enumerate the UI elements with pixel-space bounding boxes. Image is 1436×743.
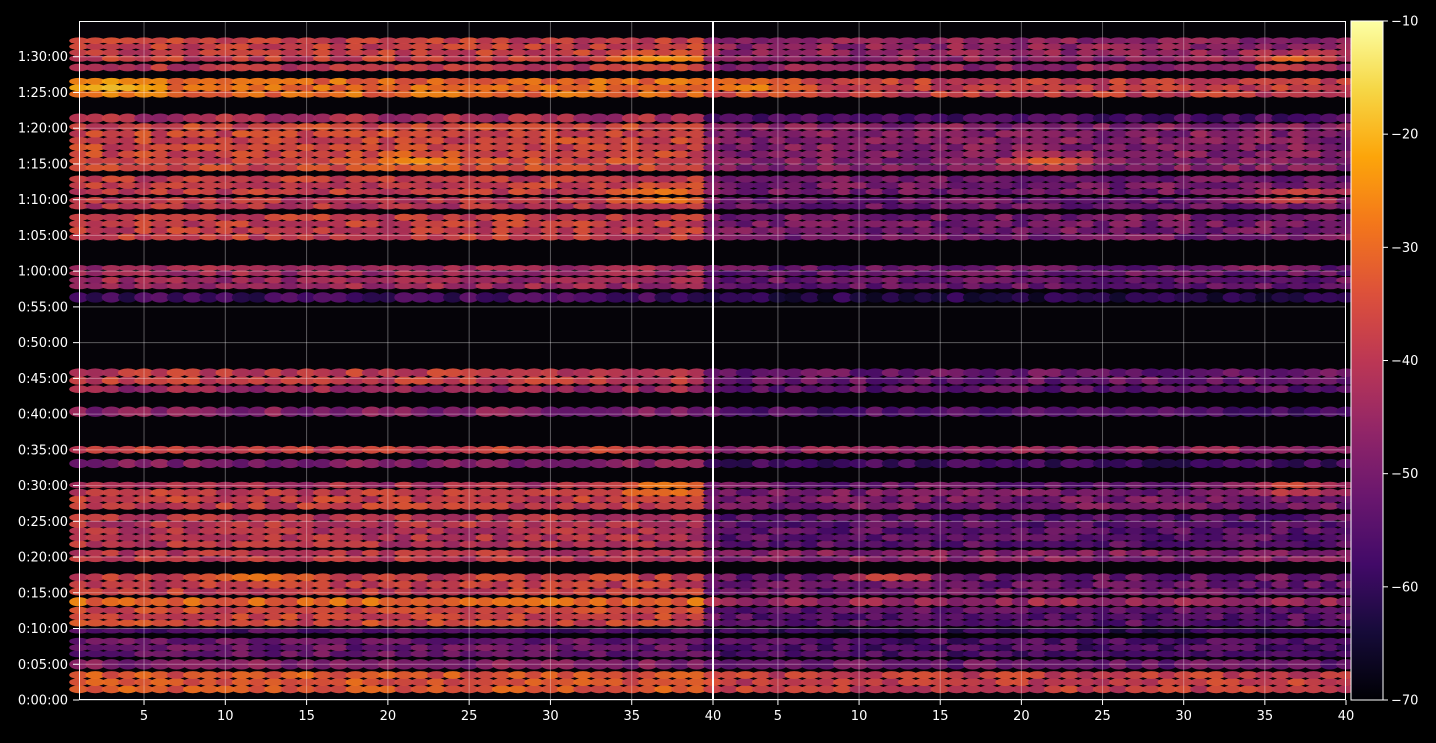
chart-canvas: 0:00:000:05:000:10:000:15:000:20:000:25:… bbox=[0, 0, 1436, 739]
